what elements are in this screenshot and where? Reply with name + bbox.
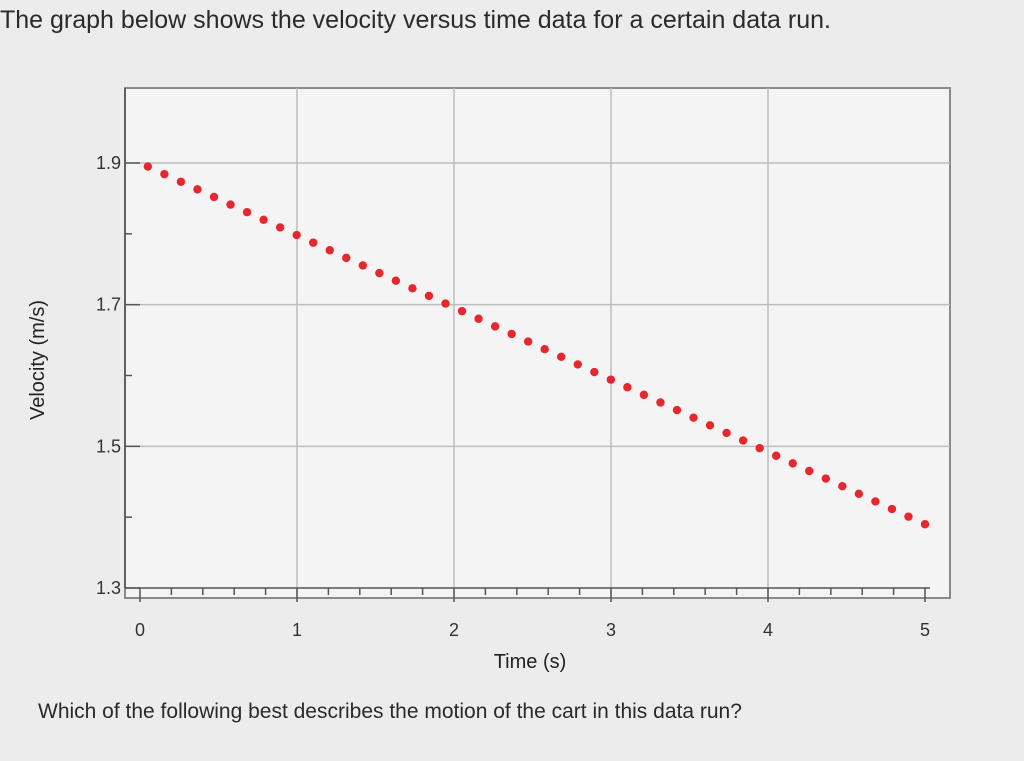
data-point [871, 497, 880, 506]
data-point [557, 352, 566, 362]
question-followup: Which of the following best describes th… [38, 700, 742, 723]
data-point [838, 481, 847, 491]
x-tick-label: 4 [763, 620, 773, 640]
data-point [275, 223, 285, 232]
data-point [391, 276, 401, 285]
y-axis-title: Velocity (m/s) [27, 300, 49, 420]
x-tick-label: 5 [920, 620, 930, 640]
axes [124, 88, 930, 589]
y-tick-label: 1.9 [96, 153, 121, 173]
data-point [639, 390, 649, 400]
data-point [540, 345, 549, 354]
data-point [424, 291, 434, 301]
data-point [805, 466, 814, 476]
data-point [193, 185, 202, 194]
x-ticks: 0 1 2 3 4 5 [135, 588, 930, 640]
data-point [507, 329, 516, 339]
data-point [722, 428, 731, 438]
data-point [656, 398, 665, 407]
x-tick-label: 1 [292, 620, 302, 640]
question-prompt: The graph below shows the velocity versu… [0, 6, 831, 34]
data-point [606, 375, 616, 384]
data-point [160, 169, 169, 179]
data-point [788, 459, 797, 468]
y-ticks: 1.3 1.5 1.7 1.9 [96, 153, 140, 598]
data-point [143, 162, 153, 171]
data-point [474, 314, 483, 323]
data-point [375, 268, 384, 278]
data-point [242, 208, 252, 217]
data-point [573, 360, 582, 369]
data-point [523, 337, 533, 346]
y-tick-label: 1.7 [96, 295, 121, 315]
data-point [441, 299, 450, 308]
data-point [821, 474, 830, 483]
plot-area [124, 87, 951, 599]
data-point [689, 413, 698, 422]
y-tick-label: 1.5 [96, 436, 121, 456]
data-point [309, 238, 318, 247]
x-tick-label: 3 [606, 620, 616, 640]
data-point [623, 383, 632, 392]
data-point [490, 322, 500, 331]
grid [125, 88, 950, 598]
data-point [342, 253, 351, 263]
data-point [590, 367, 599, 377]
data-point [920, 520, 930, 529]
data-point [854, 489, 864, 499]
data-point [755, 443, 764, 453]
y-tick-label: 1.3 [96, 578, 121, 598]
data-point [408, 284, 417, 293]
data-series [143, 162, 930, 529]
x-axis-title: Time (s) [494, 651, 567, 673]
data-point [259, 215, 268, 225]
data-point [292, 230, 301, 240]
x-tick-label: 2 [449, 620, 459, 640]
data-point [887, 504, 897, 514]
data-point [771, 451, 781, 460]
data-point [738, 436, 748, 445]
data-point [672, 405, 682, 415]
data-point [176, 177, 186, 186]
data-point [358, 261, 368, 270]
data-point [705, 421, 715, 430]
x-tick-label: 0 [135, 620, 145, 640]
data-point [457, 306, 467, 316]
data-point [209, 192, 219, 202]
data-point [904, 512, 913, 521]
data-point [226, 200, 235, 209]
data-point [325, 246, 334, 255]
